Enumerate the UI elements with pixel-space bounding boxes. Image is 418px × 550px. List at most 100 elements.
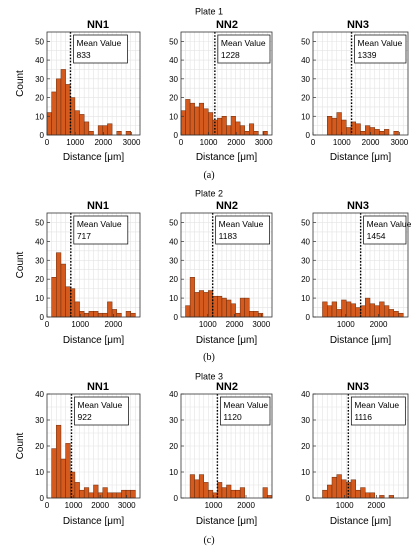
mean-value-label: Mean Value: [367, 219, 412, 229]
x-tick-label: 1000: [199, 320, 217, 329]
histogram-bar: [235, 489, 241, 499]
y-axis-label: Count: [15, 432, 26, 459]
mean-value-number: 1454: [367, 231, 386, 241]
bars: [327, 112, 399, 136]
histogram-bar: [217, 295, 223, 318]
y-tick-label: 10: [169, 294, 178, 303]
panel-title: NN3: [347, 19, 369, 31]
x-tick-label: 2000: [237, 501, 255, 510]
histogram-bar: [365, 297, 371, 318]
histogram-bar: [74, 110, 80, 136]
histogram-bar: [217, 117, 223, 136]
x-tick-label: 3000: [118, 501, 136, 510]
histogram-bar: [327, 484, 333, 499]
histogram-bar: [97, 312, 104, 318]
panel-title: NN1: [87, 19, 109, 31]
y-tick-label: 0: [40, 131, 45, 140]
y-tick-label: 10: [301, 468, 310, 477]
histogram-bar: [208, 112, 214, 136]
y-tick-label: 20: [301, 275, 310, 284]
y-tick-label: 20: [169, 94, 178, 103]
y-tick-label: 30: [169, 416, 178, 425]
histogram-bar: [130, 489, 136, 499]
x-axis-label: Distance [μm]: [196, 516, 258, 527]
histogram-bar: [341, 119, 347, 136]
y-tick-label: 20: [169, 442, 178, 451]
mean-value-label: Mean Value: [358, 38, 403, 48]
histogram-bar: [355, 123, 361, 136]
panel-nn1: NN1 Mean Value 922 0 1000 2000 3000 0 10 20 30 40 Di…: [15, 381, 141, 527]
histogram-bar: [194, 106, 200, 136]
y-tick-label: 30: [35, 256, 44, 265]
histogram-bar: [355, 489, 361, 499]
x-tick-label: 2000: [91, 501, 109, 510]
histogram-bar: [365, 125, 371, 136]
histogram-bar: [65, 84, 71, 136]
y-tick-label: 30: [301, 416, 310, 425]
y-tick-label: 30: [301, 256, 310, 265]
y-tick-label: 40: [169, 390, 178, 399]
histogram-bar: [346, 301, 352, 318]
histogram-bar: [369, 492, 375, 499]
histogram-bar: [360, 131, 366, 136]
histogram-bar: [111, 492, 117, 499]
histogram-bar: [107, 123, 113, 136]
y-tick-label: 40: [35, 56, 44, 65]
y-tick-label: 40: [301, 390, 310, 399]
histogram-bar: [102, 487, 108, 499]
x-axis-label: Distance [μm]: [330, 335, 392, 346]
axes-frame: [312, 212, 409, 318]
histogram-bar: [322, 301, 328, 318]
panel-nn1: NN1 Mean Value 717 0 1000 2000 0 10 20 30 40 50 Dist…: [15, 200, 141, 346]
histogram-bar: [60, 458, 66, 499]
histogram-bar: [65, 286, 71, 318]
x-tick-label: 1000: [333, 138, 351, 147]
histogram-bar: [74, 482, 80, 499]
y-tick-label: 50: [35, 218, 44, 227]
histogram-bar: [346, 127, 352, 136]
histogram-bar: [88, 492, 94, 499]
histogram-bar: [189, 474, 195, 499]
y-tick-label: 10: [301, 294, 310, 303]
histogram-bar: [93, 484, 99, 499]
x-tick-label: 3000: [255, 138, 273, 147]
histogram-bar: [230, 489, 236, 499]
histogram-bar: [322, 489, 328, 499]
y-tick-label: 10: [169, 112, 178, 121]
histogram-bar: [221, 297, 227, 318]
mean-value-label: Mean Value: [219, 219, 264, 229]
histogram-bar: [398, 312, 404, 318]
y-axis-label: Count: [15, 251, 26, 278]
mean-value-box: [220, 396, 271, 426]
histogram-bar: [60, 69, 66, 136]
y-tick-label: 40: [35, 390, 44, 399]
y-tick-label: 20: [35, 275, 44, 284]
x-axis-label: Distance [μm]: [330, 152, 392, 163]
axes-frame: [180, 31, 273, 136]
bars: [46, 69, 131, 136]
mean-value-label: Mean Value: [77, 400, 122, 410]
histogram-bar: [51, 91, 57, 136]
histogram-bar: [185, 99, 191, 136]
histogram-bar: [203, 482, 209, 499]
y-tick-label: 0: [40, 494, 45, 503]
mean-value-number: 1228: [221, 50, 240, 60]
x-tick-label: 1000: [65, 501, 83, 510]
y-tick-label: 50: [301, 218, 310, 227]
histogram-bar: [194, 292, 200, 318]
plate-title: Plate 3: [195, 371, 223, 381]
y-tick-label: 30: [35, 75, 44, 84]
histogram-bar: [239, 125, 245, 136]
histogram-bar: [244, 131, 250, 136]
y-tick-label: 0: [174, 131, 179, 140]
histogram-bar: [189, 102, 195, 136]
y-tick-label: 30: [169, 75, 178, 84]
histogram-bar: [253, 311, 259, 318]
histogram-bar: [116, 312, 122, 318]
histogram-bar: [111, 309, 117, 318]
x-tick-label: 2000: [370, 320, 388, 329]
histogram-bar: [83, 121, 90, 136]
mean-value-number: 1120: [223, 412, 242, 422]
panel-title: NN2: [216, 19, 238, 31]
histogram-bar: [384, 129, 390, 136]
